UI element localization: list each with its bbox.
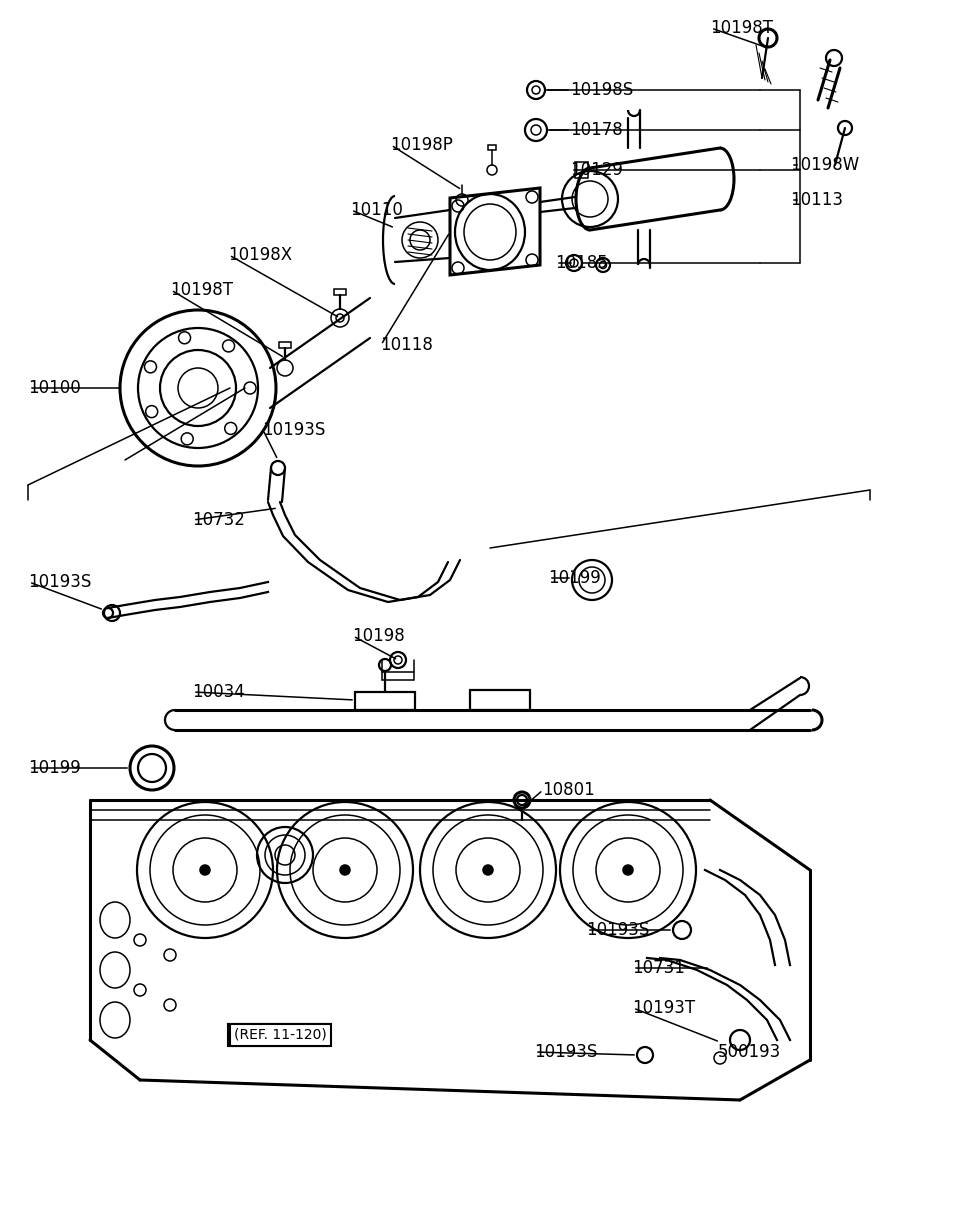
Text: 10193S: 10193S: [262, 421, 325, 439]
Circle shape: [340, 865, 350, 875]
Text: 10199: 10199: [28, 759, 81, 777]
Text: 10198T: 10198T: [170, 281, 233, 299]
Text: 10801: 10801: [542, 780, 595, 799]
Text: (REF. 11-120): (REF. 11-120): [234, 1028, 326, 1042]
Circle shape: [483, 865, 493, 875]
Text: 10034: 10034: [192, 682, 245, 701]
Text: 10198P: 10198P: [390, 136, 453, 154]
Text: 10732: 10732: [192, 511, 245, 529]
Text: 10198T: 10198T: [710, 19, 773, 38]
Text: 10198W: 10198W: [790, 156, 859, 174]
Text: 10731: 10731: [632, 960, 684, 976]
Text: 10198S: 10198S: [570, 81, 634, 99]
Circle shape: [200, 865, 210, 875]
Text: 10193S: 10193S: [586, 921, 649, 939]
Text: 10100: 10100: [28, 379, 81, 397]
Text: 10110: 10110: [350, 201, 403, 219]
Text: 10113: 10113: [790, 191, 843, 209]
Text: 500193: 500193: [718, 1043, 781, 1061]
Text: 10129: 10129: [570, 161, 623, 179]
Text: 10118: 10118: [380, 336, 433, 355]
Text: 10193S: 10193S: [534, 1043, 597, 1061]
Text: 10198X: 10198X: [228, 246, 292, 264]
Text: (REF. 11-120): (REF. 11-120): [232, 1028, 324, 1042]
Text: 10198: 10198: [352, 627, 405, 645]
Text: 10178: 10178: [570, 121, 623, 139]
Text: 10193T: 10193T: [632, 999, 695, 1016]
Text: 10193S: 10193S: [28, 574, 91, 590]
Circle shape: [623, 865, 633, 875]
Text: 10199: 10199: [548, 569, 601, 587]
Text: 10185: 10185: [555, 254, 608, 272]
